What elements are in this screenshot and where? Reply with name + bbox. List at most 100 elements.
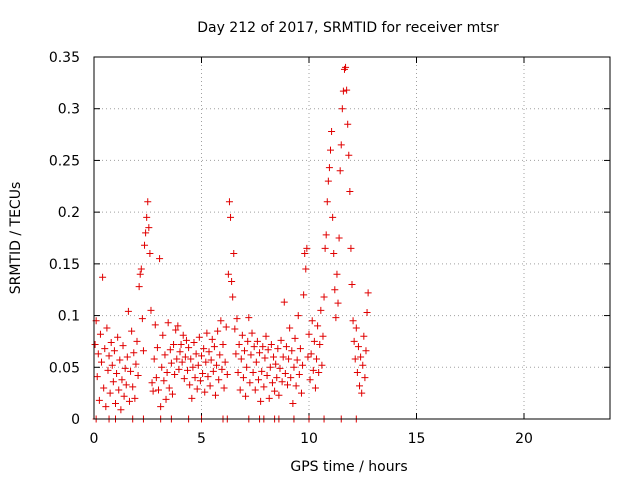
data-point bbox=[143, 213, 151, 221]
data-point bbox=[234, 368, 242, 376]
data-point bbox=[108, 361, 116, 369]
y-tick-label: 0.3 bbox=[58, 102, 80, 118]
data-point bbox=[243, 363, 251, 371]
data-point bbox=[258, 367, 266, 375]
data-point bbox=[203, 329, 211, 337]
data-point bbox=[148, 379, 156, 387]
data-point bbox=[181, 353, 189, 361]
data-point bbox=[192, 350, 200, 358]
data-point bbox=[259, 343, 267, 351]
data-point bbox=[157, 403, 165, 411]
data-point bbox=[150, 355, 158, 363]
data-point bbox=[257, 397, 265, 405]
data-point bbox=[210, 343, 218, 351]
data-point bbox=[247, 351, 255, 359]
data-point bbox=[175, 365, 183, 373]
data-point bbox=[342, 63, 350, 71]
data-point bbox=[277, 336, 285, 344]
data-point bbox=[202, 358, 210, 366]
data-point bbox=[176, 348, 184, 356]
data-point bbox=[166, 346, 174, 354]
data-point bbox=[316, 341, 324, 349]
data-points bbox=[91, 63, 372, 423]
data-point bbox=[296, 345, 304, 353]
x-tick-label: 0 bbox=[90, 431, 99, 447]
data-point bbox=[117, 406, 125, 414]
chart-title: Day 212 of 2017, SRMTID for receiver mts… bbox=[197, 20, 499, 36]
data-point bbox=[346, 187, 354, 195]
data-point bbox=[142, 229, 150, 237]
data-point bbox=[174, 322, 182, 330]
data-point bbox=[219, 341, 227, 349]
data-point bbox=[239, 374, 247, 382]
data-point bbox=[109, 378, 117, 386]
data-point bbox=[238, 331, 246, 339]
data-point bbox=[201, 388, 209, 396]
data-point bbox=[364, 289, 372, 297]
data-point bbox=[145, 224, 153, 232]
data-point bbox=[328, 127, 336, 135]
data-point bbox=[286, 324, 294, 332]
data-point bbox=[93, 373, 101, 381]
y-tick-label: 0.1 bbox=[58, 309, 80, 325]
data-point bbox=[207, 356, 215, 364]
data-point bbox=[194, 361, 202, 369]
data-point bbox=[262, 332, 270, 340]
data-point bbox=[282, 343, 290, 351]
data-point bbox=[321, 244, 329, 252]
data-point bbox=[125, 397, 133, 405]
data-point bbox=[261, 354, 269, 362]
data-point bbox=[336, 167, 344, 175]
data-point bbox=[141, 241, 149, 249]
data-point bbox=[211, 391, 219, 399]
data-point bbox=[232, 350, 240, 358]
data-point bbox=[236, 386, 244, 394]
data-point bbox=[94, 350, 102, 358]
data-point bbox=[120, 392, 128, 400]
data-point bbox=[146, 250, 154, 258]
data-point bbox=[104, 366, 112, 374]
data-point bbox=[246, 379, 254, 387]
data-point bbox=[129, 383, 137, 391]
data-point bbox=[191, 374, 199, 382]
data-point bbox=[253, 337, 261, 345]
x-axis-label: GPS time / hours bbox=[290, 459, 407, 475]
data-point bbox=[133, 337, 141, 345]
data-point bbox=[233, 315, 241, 323]
data-point bbox=[347, 244, 355, 252]
data-point bbox=[295, 371, 303, 379]
data-point bbox=[299, 361, 307, 369]
data-point bbox=[351, 355, 359, 363]
data-point bbox=[244, 337, 252, 345]
data-point bbox=[114, 333, 122, 341]
data-point bbox=[118, 376, 126, 384]
data-point bbox=[218, 365, 226, 373]
data-point bbox=[320, 293, 328, 301]
data-point bbox=[91, 341, 99, 349]
data-point bbox=[275, 391, 283, 399]
data-point bbox=[215, 376, 223, 384]
data-point bbox=[297, 389, 305, 397]
data-point bbox=[95, 396, 103, 404]
data-point bbox=[268, 379, 276, 387]
data-point bbox=[235, 341, 243, 349]
data-point bbox=[102, 403, 110, 411]
data-point bbox=[301, 250, 309, 258]
data-point bbox=[214, 327, 222, 335]
data-point bbox=[228, 277, 236, 285]
data-point bbox=[302, 265, 310, 273]
data-point bbox=[338, 105, 346, 113]
data-point bbox=[131, 394, 139, 402]
data-point bbox=[350, 337, 358, 345]
data-point bbox=[273, 374, 281, 382]
data-point bbox=[112, 399, 119, 407]
data-point bbox=[185, 344, 193, 352]
data-point bbox=[304, 353, 312, 361]
data-point bbox=[171, 371, 179, 379]
data-point bbox=[293, 356, 301, 364]
data-point bbox=[260, 383, 268, 391]
data-point bbox=[353, 368, 361, 376]
data-point bbox=[116, 356, 124, 364]
data-point bbox=[168, 390, 176, 398]
y-tick-label: 0.05 bbox=[49, 360, 80, 376]
